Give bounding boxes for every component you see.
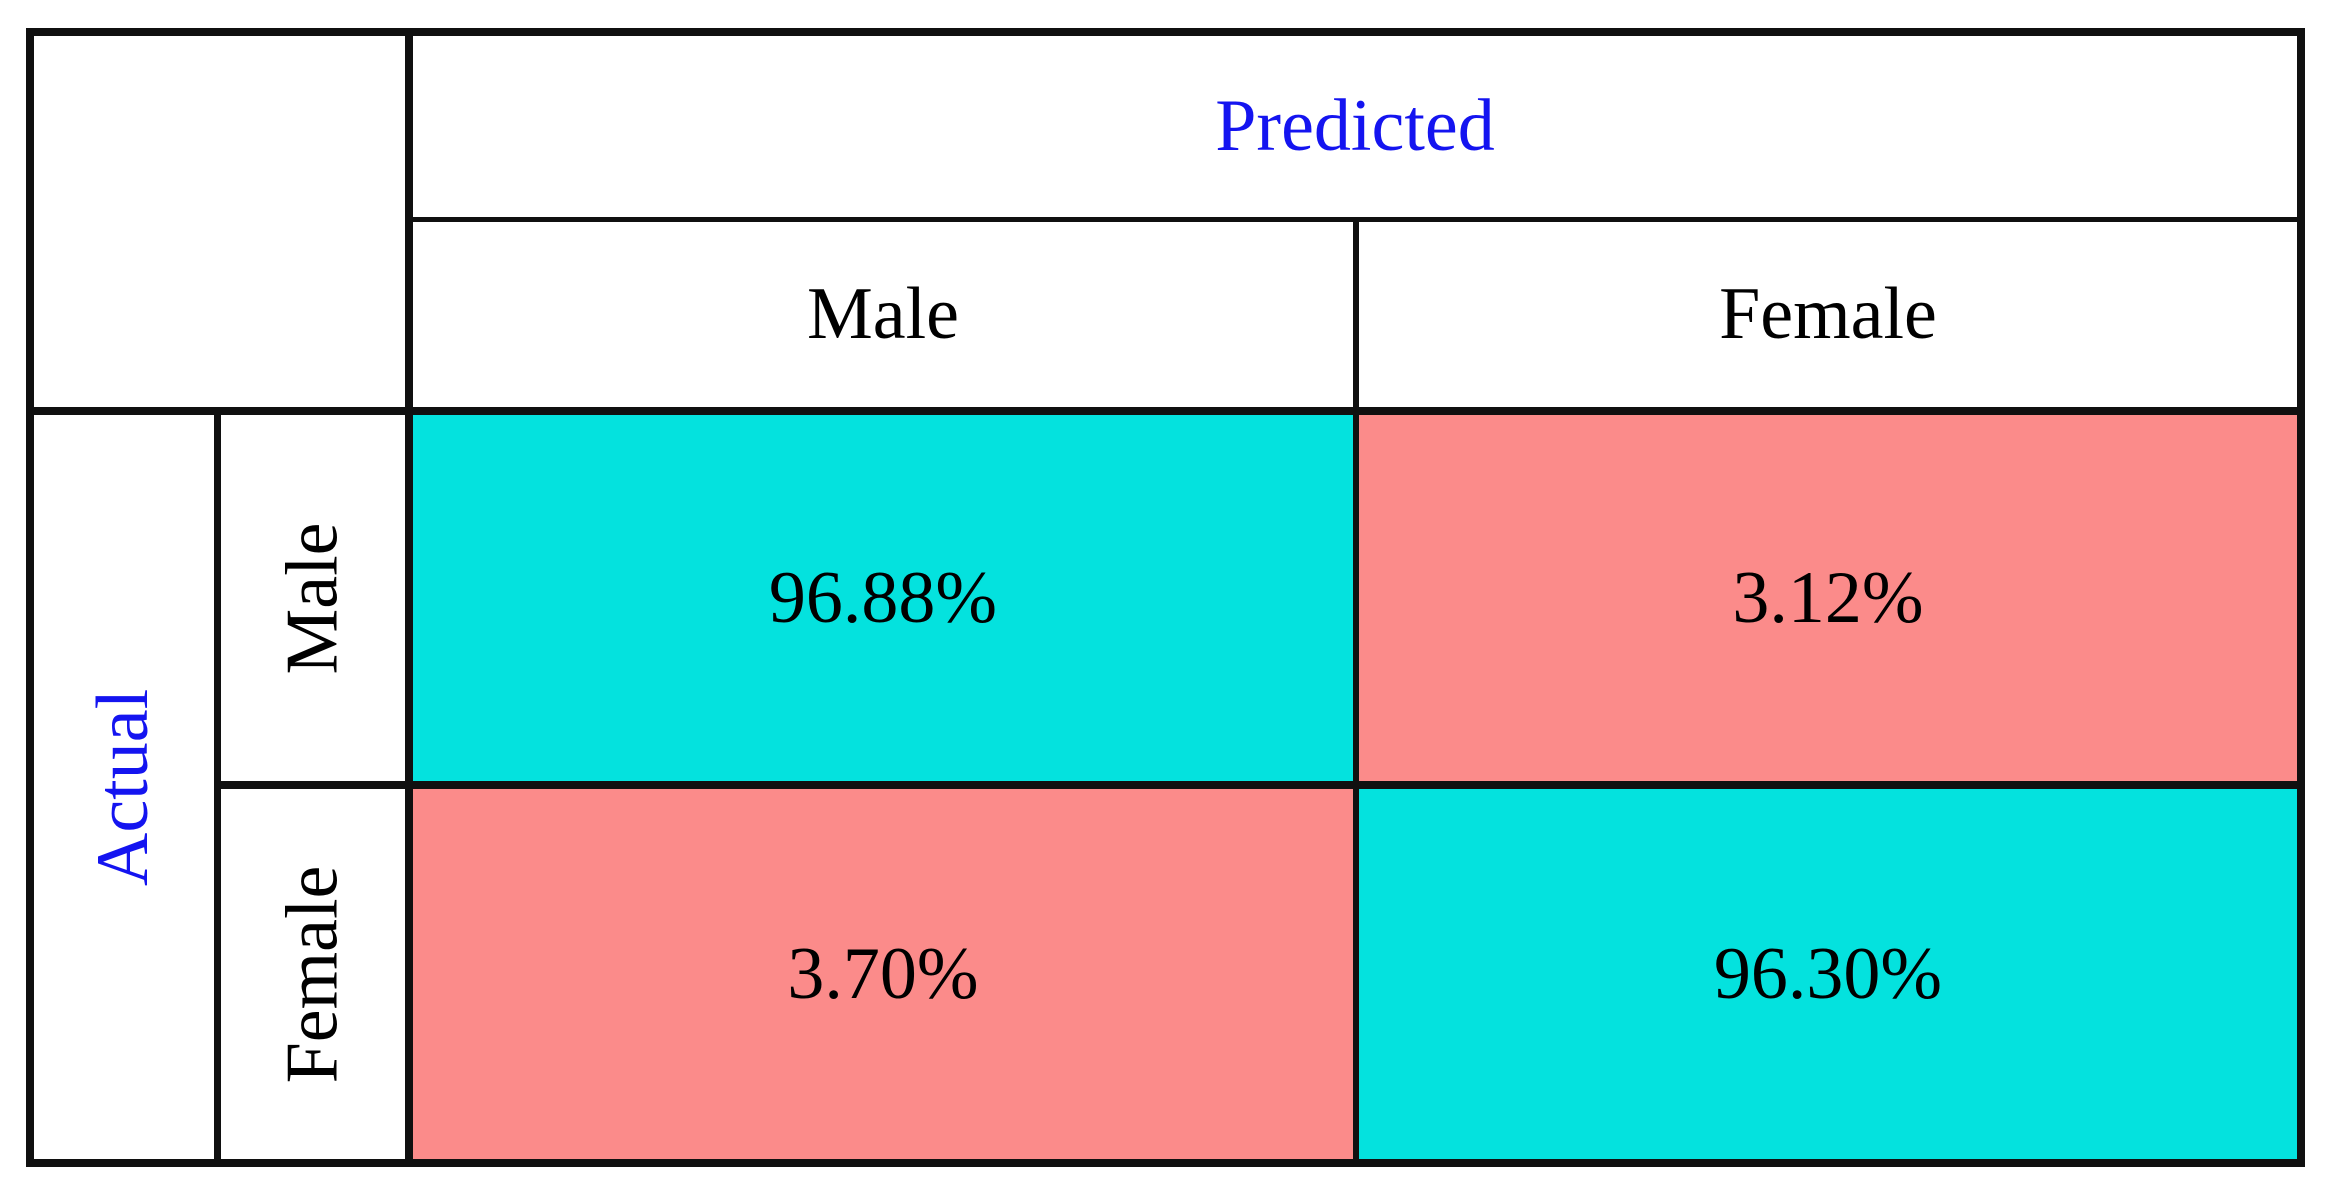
row-header-male-label: Male [271, 521, 354, 675]
column-header-male-label: Male [806, 273, 960, 355]
column-header-female-label: Female [1719, 273, 1937, 355]
row-header-female-label: Female [271, 865, 354, 1083]
column-header-male: Male [405, 222, 1353, 407]
matrix-cell-value: 3.12% [1732, 556, 1924, 639]
row-header-male: Male [214, 407, 405, 781]
row-header-female: Female [214, 781, 405, 1159]
predicted-axis-header: Predicted [405, 36, 2297, 222]
matrix-cell-value: 3.70% [787, 932, 979, 1015]
matrix-cell-actual-male-predicted-male: 96.88% [405, 407, 1353, 781]
actual-axis-label: Actual [82, 688, 165, 886]
matrix-cell-value: 96.88% [768, 556, 998, 639]
matrix-cell-actual-male-predicted-female: 3.12% [1353, 407, 2297, 781]
confusion-matrix-table: Predicted Male Female Actual Male Female… [26, 28, 2305, 1167]
matrix-cell-actual-female-predicted-male: 3.70% [405, 781, 1353, 1159]
predicted-axis-label: Predicted [1215, 85, 1495, 167]
column-header-female: Female [1353, 222, 2297, 407]
corner-blank-cell [34, 36, 405, 407]
matrix-cell-actual-female-predicted-female: 96.30% [1353, 781, 2297, 1159]
actual-axis-header: Actual [34, 407, 214, 1159]
matrix-cell-value: 96.30% [1713, 932, 1943, 1015]
